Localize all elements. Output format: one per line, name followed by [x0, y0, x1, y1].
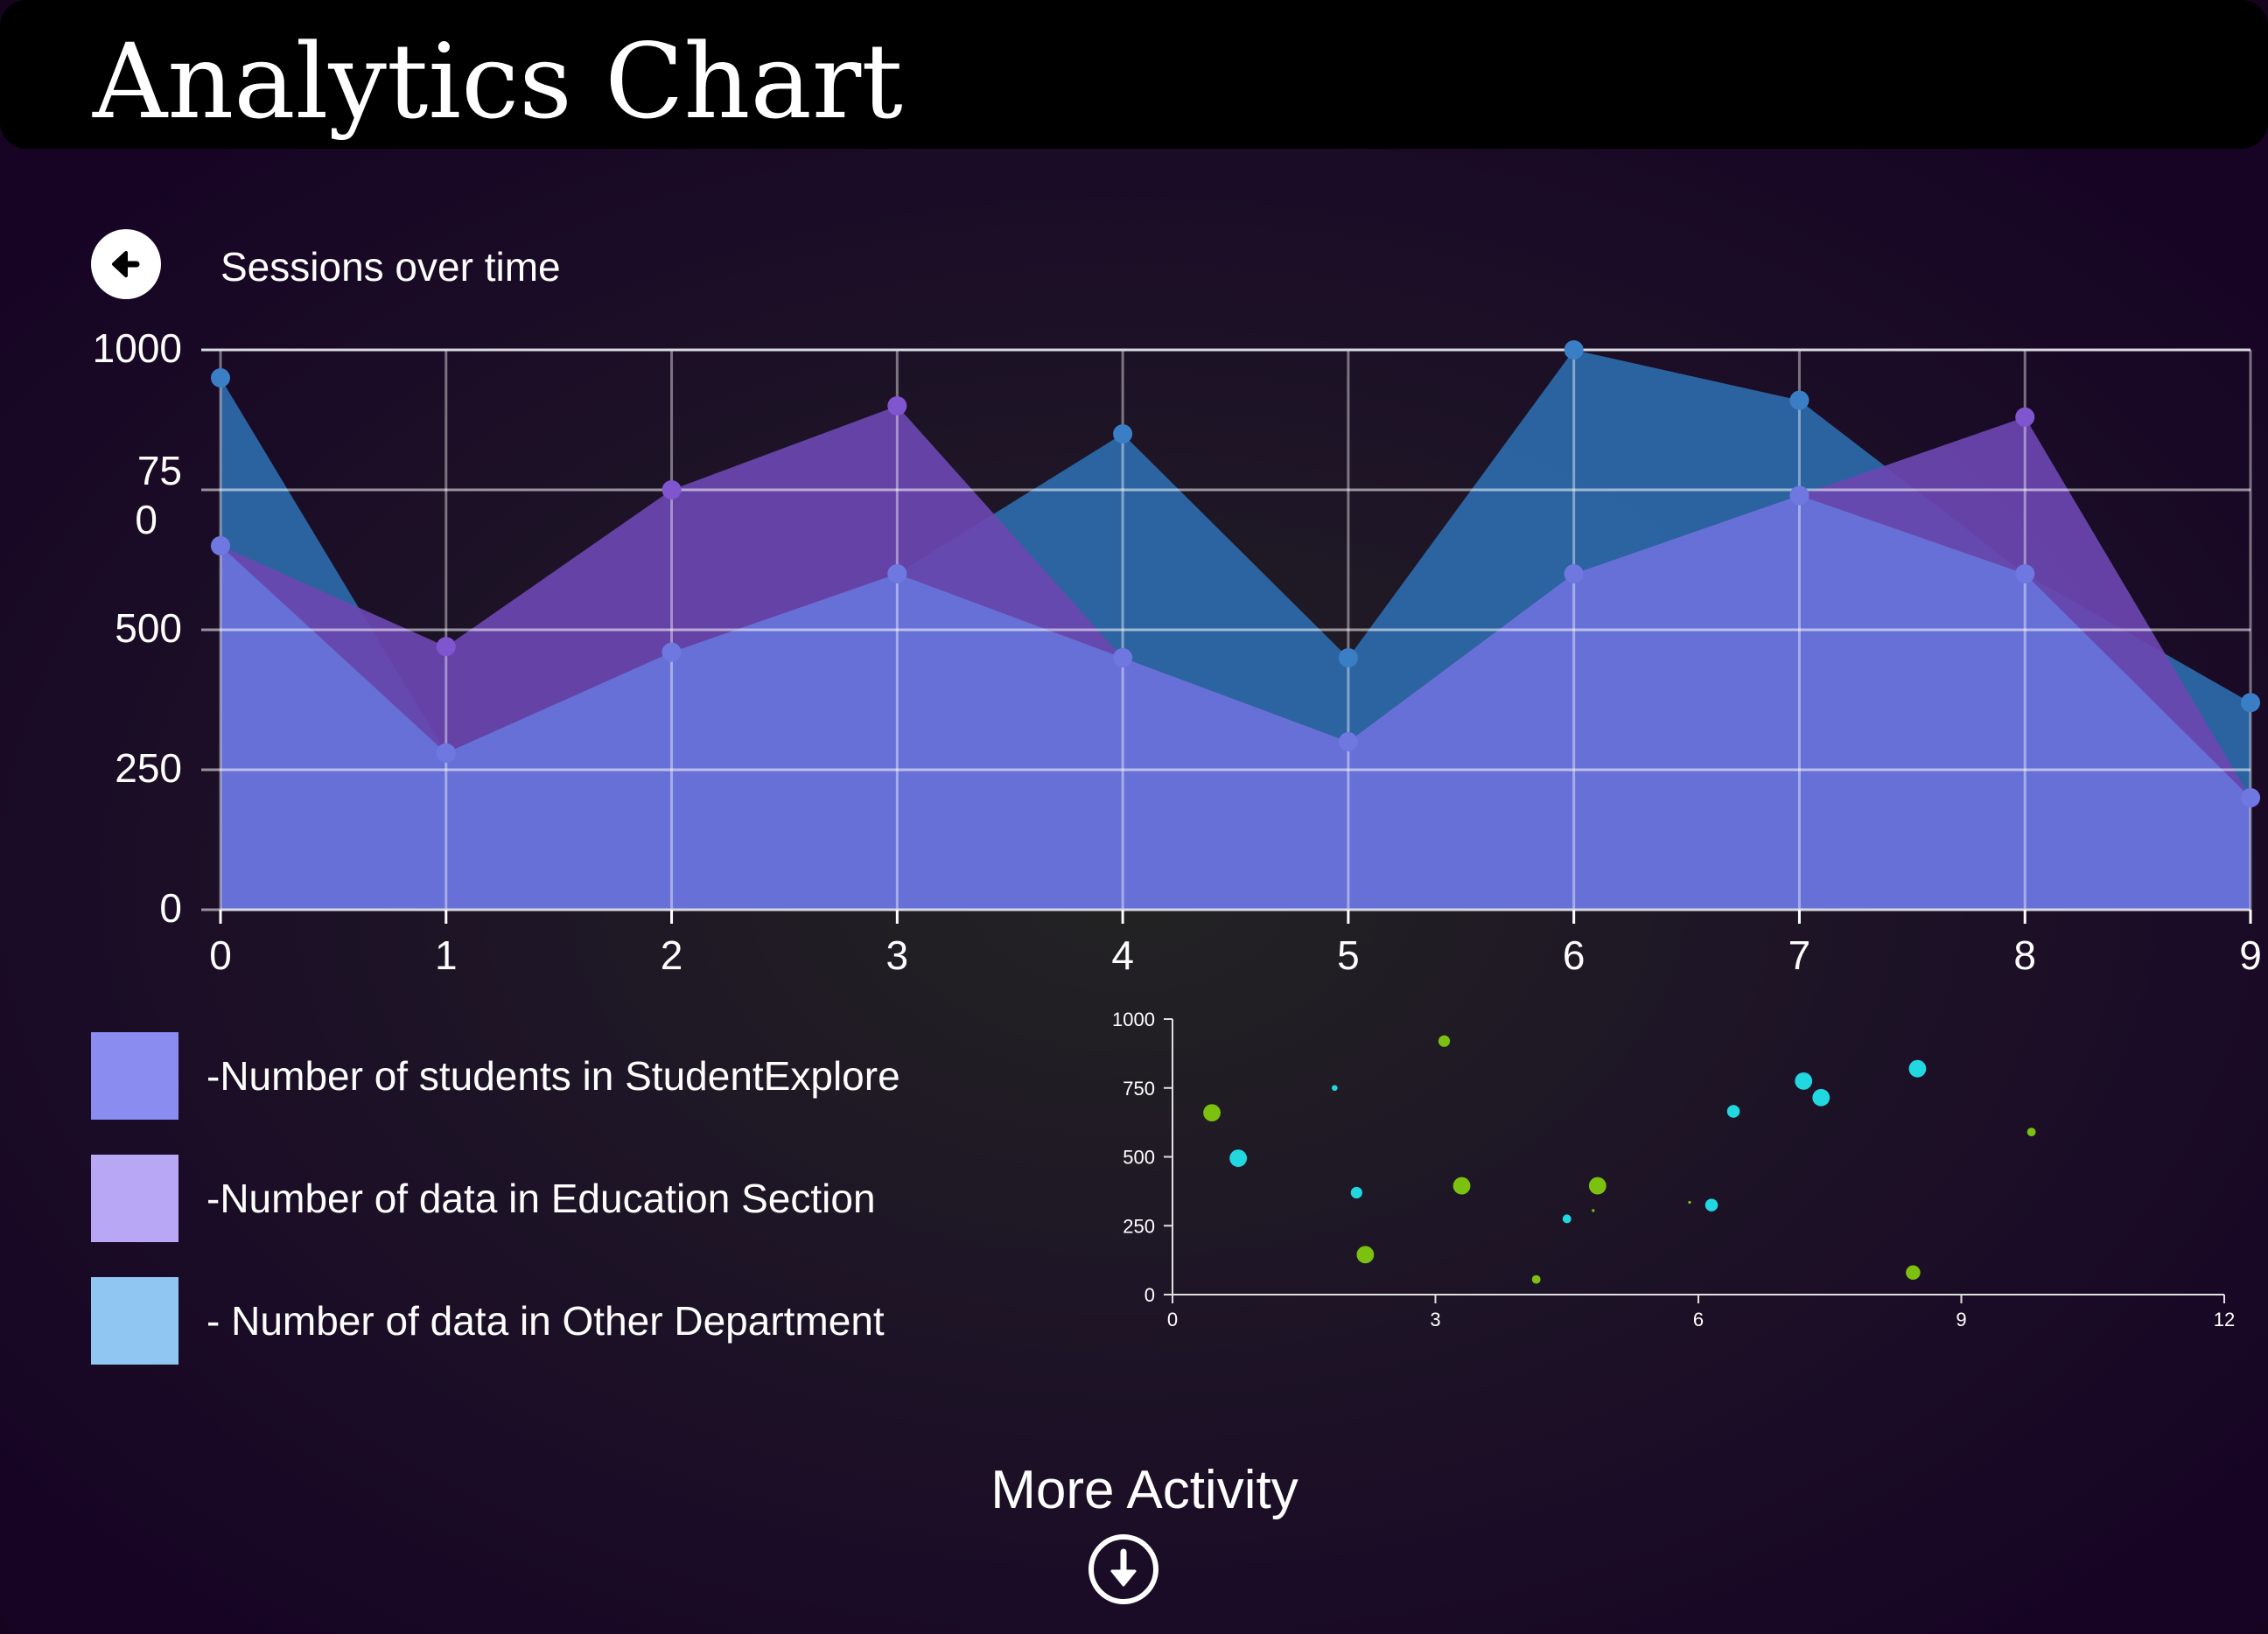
- scatter-point[interactable]: [1908, 1059, 1927, 1078]
- scatter-point[interactable]: [1562, 1214, 1572, 1224]
- scatter-point[interactable]: [1452, 1177, 1471, 1195]
- data-point-students[interactable]: [1564, 564, 1584, 583]
- x-tick-label: 8: [2013, 932, 2036, 978]
- scatter-point[interactable]: [2026, 1128, 2036, 1137]
- app-title: Analytics Chart: [93, 21, 903, 142]
- arrow-left-icon: [112, 251, 140, 277]
- x-tick-label: 6: [1563, 932, 1586, 978]
- data-point-other[interactable]: [1338, 648, 1358, 667]
- y-tick-label: 1000: [93, 325, 182, 371]
- data-point-education[interactable]: [436, 637, 456, 657]
- x-tick-label: 1: [435, 932, 458, 978]
- scatter-point[interactable]: [1704, 1198, 1718, 1212]
- chart-title: Sessions over time: [220, 244, 561, 290]
- scatter-point[interactable]: [1531, 1274, 1541, 1284]
- arrow-down-circle-icon: [1088, 1534, 1158, 1604]
- x-tick-label: 4: [1111, 932, 1134, 978]
- scatter-point[interactable]: [1438, 1035, 1451, 1047]
- x-tick-label: 0: [209, 932, 232, 978]
- data-point-education[interactable]: [662, 480, 682, 499]
- scatter-point[interactable]: [1688, 1200, 1691, 1205]
- data-point-students[interactable]: [2015, 564, 2035, 583]
- legend-swatch-education: [91, 1155, 178, 1242]
- x-tick-label: 3: [886, 932, 909, 978]
- data-point-students[interactable]: [662, 642, 682, 662]
- y-tick-label: 500: [115, 605, 182, 651]
- y-tick-label: 0: [159, 885, 182, 931]
- scatter-y-tick-label: 750: [1123, 1078, 1155, 1100]
- scatter-point[interactable]: [1350, 1186, 1362, 1199]
- data-point-students[interactable]: [211, 536, 230, 555]
- app-header: Analytics Chart: [0, 0, 2268, 149]
- scatter-point[interactable]: [1812, 1088, 1830, 1107]
- scatter-y-tick-label: 1000: [1112, 1009, 1155, 1030]
- data-point-students[interactable]: [1338, 732, 1358, 751]
- data-point-other[interactable]: [211, 368, 230, 388]
- scatter-point[interactable]: [1906, 1265, 1921, 1281]
- scatter-point[interactable]: [1229, 1149, 1248, 1167]
- legend-swatch-students: [91, 1032, 178, 1120]
- scatter-y-tick-label: 250: [1123, 1215, 1155, 1237]
- data-point-other[interactable]: [1789, 390, 1810, 410]
- legend-label-students: -Number of students in StudentExplore: [206, 1053, 900, 1099]
- scatter-point[interactable]: [1726, 1105, 1740, 1118]
- scatter-x-tick-label: 3: [1430, 1309, 1440, 1330]
- x-tick-label: 7: [1788, 932, 1811, 978]
- scatter-y-tick-label: 0: [1144, 1284, 1155, 1306]
- scatter-point[interactable]: [1356, 1246, 1375, 1264]
- x-tick-label: 2: [661, 932, 683, 978]
- x-tick-label: 9: [2239, 932, 2262, 978]
- scatter-x-tick-label: 0: [1167, 1309, 1178, 1330]
- data-point-education[interactable]: [887, 396, 907, 415]
- more-activity-button[interactable]: [1087, 1533, 1160, 1606]
- legend-label-other: - Number of data in Other Department: [206, 1298, 885, 1344]
- data-point-students[interactable]: [436, 743, 456, 763]
- scatter-point[interactable]: [1203, 1104, 1221, 1121]
- legend-swatch-other: [91, 1277, 178, 1365]
- scatter-point[interactable]: [1592, 1209, 1595, 1212]
- scatter-x-tick-label: 12: [2214, 1309, 2235, 1330]
- y-tick-label: 250: [115, 745, 182, 791]
- scatter-y-tick-label: 500: [1123, 1147, 1155, 1169]
- y-tick-label: 75 0: [135, 448, 182, 542]
- scatter-point[interactable]: [1588, 1177, 1606, 1195]
- area-students: [220, 495, 2250, 910]
- scatter-point[interactable]: [1795, 1072, 1813, 1090]
- data-point-students[interactable]: [887, 564, 907, 583]
- data-point-students[interactable]: [2241, 788, 2260, 807]
- back-button[interactable]: [91, 229, 161, 299]
- scatter-x-tick-label: 9: [1956, 1309, 1966, 1330]
- more-activity-label[interactable]: More Activity: [990, 1460, 1298, 1520]
- data-point-other[interactable]: [1564, 340, 1584, 360]
- data-point-other[interactable]: [2241, 693, 2260, 713]
- data-point-other[interactable]: [1113, 424, 1133, 443]
- data-point-students[interactable]: [1113, 648, 1133, 667]
- data-point-education[interactable]: [2015, 407, 2035, 427]
- x-tick-label: 5: [1337, 932, 1360, 978]
- scatter-point[interactable]: [1332, 1085, 1338, 1092]
- data-point-students[interactable]: [1789, 485, 1810, 506]
- scatter-x-tick-label: 6: [1693, 1309, 1704, 1330]
- legend-label-education: -Number of data in Education Section: [206, 1176, 876, 1221]
